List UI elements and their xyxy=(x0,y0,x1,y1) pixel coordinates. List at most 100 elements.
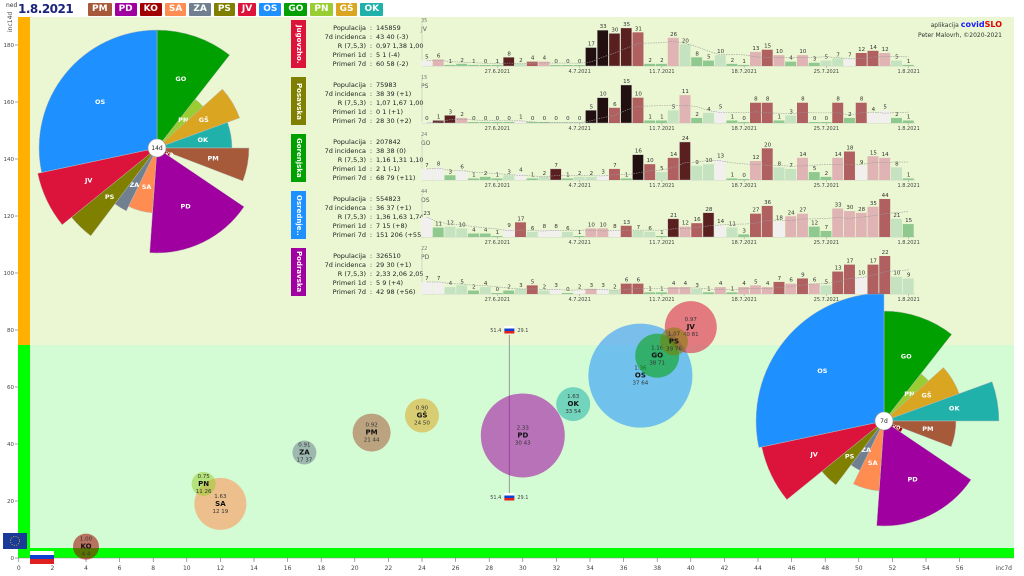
region-name[interactable]: Jugovzho. xyxy=(291,20,306,68)
bar-value: 0 xyxy=(484,59,488,65)
bar xyxy=(667,37,679,66)
bar-value: 6 xyxy=(437,53,441,59)
bar xyxy=(432,281,444,294)
bar xyxy=(902,224,914,237)
legend-chip-PM[interactable]: PM xyxy=(88,3,112,16)
bar xyxy=(691,288,703,294)
pie-slice-OS[interactable] xyxy=(38,29,158,173)
stat-label: Primeri 1d xyxy=(332,222,366,230)
bar-value: 6 xyxy=(648,226,652,232)
region-name[interactable]: Osrednje.. xyxy=(291,191,306,239)
credits: aplikacija covidSLO Peter Malovrh, ©2020… xyxy=(918,20,1002,41)
legend-chip-OK[interactable]: OK xyxy=(360,3,384,16)
y-tick-label: 120 xyxy=(4,214,15,220)
pie-slice-PM[interactable] xyxy=(883,420,957,448)
pie-slice-label: GŠ xyxy=(921,390,931,399)
bar-value: 4 xyxy=(766,281,770,287)
bubble-code: GŠ xyxy=(417,411,428,420)
bar-value: 17 xyxy=(517,216,524,222)
legend-chip-GŠ[interactable]: GŠ xyxy=(335,3,358,16)
bar xyxy=(808,283,820,294)
region-panel-PS: Posavska Populacija:75983 7d incidenca:38 … xyxy=(290,75,922,132)
pie-slice-PD[interactable] xyxy=(149,147,245,254)
stat-value: 2 1 (-1) xyxy=(376,165,400,173)
legend-chip-KO[interactable]: KO xyxy=(139,3,162,16)
bar xyxy=(608,33,621,67)
bar-date-label: 27.6.2021 xyxy=(485,297,510,303)
stat-row: Primeri 7d:68 79 (+11) xyxy=(308,174,424,183)
pie-slice-GO[interactable] xyxy=(156,29,230,149)
region-name[interactable]: Posavska xyxy=(291,77,306,125)
bar xyxy=(550,168,562,181)
bar xyxy=(573,65,585,66)
bar-value: 1 xyxy=(907,114,911,120)
bar xyxy=(797,278,808,294)
legend-chip-ZA[interactable]: ZA xyxy=(189,3,211,16)
x-tick-label: 14 xyxy=(250,565,258,572)
bar xyxy=(808,172,820,180)
stat-colon: : xyxy=(369,147,373,155)
bar-value: 13 xyxy=(623,220,630,226)
bubble-code: OS xyxy=(635,372,646,380)
bubble-values: 40 81 xyxy=(683,332,699,338)
legend-chip-PS[interactable]: PS xyxy=(213,3,235,16)
pie-slice-SA[interactable] xyxy=(852,420,885,492)
legend-chip-SA[interactable]: SA xyxy=(164,3,187,16)
pie-slice-GO[interactable] xyxy=(883,310,953,422)
bar-value: 7 xyxy=(425,276,429,282)
x-tick-label: 46 xyxy=(788,565,796,572)
legend-chip-PN[interactable]: PN xyxy=(310,3,333,16)
date-title[interactable]: 1.8.2021 xyxy=(18,2,74,16)
pie-slice-PM[interactable] xyxy=(156,147,250,182)
bar-value: 0 xyxy=(742,116,746,122)
pie-slice-PD[interactable] xyxy=(876,420,972,527)
bubble-values: 24 50 xyxy=(414,421,430,427)
bar xyxy=(573,176,585,180)
bar xyxy=(632,283,644,294)
bar xyxy=(855,276,867,294)
region-name[interactable]: Podravska xyxy=(291,248,306,296)
bar xyxy=(503,175,515,180)
bar-date-label: 27.6.2021 xyxy=(485,126,510,132)
seven-day-average-line xyxy=(426,211,909,232)
bar-axis-max: 15 xyxy=(421,75,428,81)
legend-chip-PD[interactable]: PD xyxy=(114,3,137,16)
bar xyxy=(820,176,832,180)
pie-slice-OK[interactable] xyxy=(883,381,1000,422)
legend-chip-GO[interactable]: GO xyxy=(284,3,308,16)
bar xyxy=(844,58,855,66)
pie-slice-GŠ[interactable] xyxy=(156,88,241,149)
bar-date-label: 25.7.2021 xyxy=(814,183,839,189)
pie-slice-OS[interactable] xyxy=(755,292,885,448)
legend-chip-JV[interactable]: JV xyxy=(237,3,257,16)
bar xyxy=(808,62,820,66)
region-name[interactable]: Gorenjska xyxy=(291,134,306,182)
bar xyxy=(562,65,573,66)
bar xyxy=(785,216,797,237)
bar xyxy=(691,57,703,66)
bar xyxy=(879,157,891,180)
bar xyxy=(867,264,879,294)
y-axis-label: inc14d xyxy=(7,12,14,32)
bar xyxy=(491,236,503,237)
bar-date-label: 4.7.2021 xyxy=(568,297,590,303)
bar xyxy=(667,110,679,123)
bar-value: 2 xyxy=(484,171,488,177)
bar xyxy=(479,233,491,237)
bar-date-label: 11.7.2021 xyxy=(649,183,674,189)
bar xyxy=(491,122,503,123)
region-code: PS xyxy=(421,83,429,90)
x-tick-label: 26 xyxy=(452,565,460,572)
legend-chip-OS[interactable]: OS xyxy=(259,3,282,16)
bar xyxy=(421,217,432,237)
bubble-values: 21 44 xyxy=(364,438,380,444)
x-tick-label: 50 xyxy=(855,565,863,572)
